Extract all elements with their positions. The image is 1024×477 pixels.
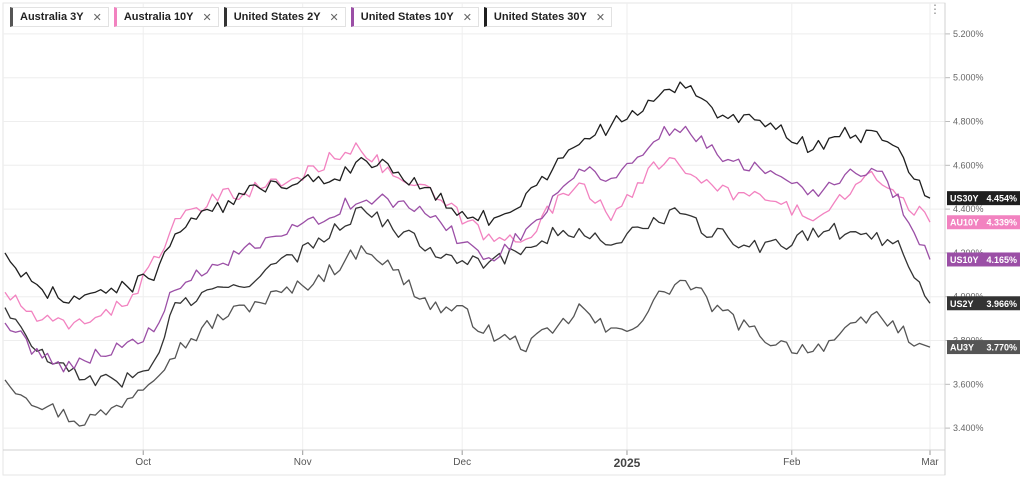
value-tag-name: US10Y	[950, 255, 979, 265]
x-tick-label: Feb	[783, 457, 801, 468]
series-line-us2y	[4, 206, 931, 388]
legend-label: United States 2Y	[233, 11, 321, 23]
close-icon[interactable]: ✕	[462, 11, 472, 24]
legend-chip-australia-10y[interactable]: Australia 10Y ✕	[113, 7, 219, 27]
value-tag-au3y: AU3Y 3.770%	[947, 340, 1020, 355]
legend-label: Australia 10Y	[123, 11, 194, 23]
y-tick-label: 3.600%	[953, 379, 984, 389]
series-line-us10y	[4, 125, 931, 373]
value-tag-us10y: US10Y 4.165%	[947, 252, 1020, 267]
y-tick-label: 5.000%	[953, 73, 984, 83]
legend-chip-united-states-10y[interactable]: United States 10Y ✕	[350, 7, 479, 27]
x-tick-label: Oct	[135, 457, 151, 468]
value-tag-value: 4.165%	[986, 255, 1017, 265]
value-tag-value: 4.454%	[986, 194, 1017, 204]
y-tick-label: 4.800%	[953, 117, 984, 127]
more-options-icon[interactable]: ⋮	[929, 2, 942, 16]
value-tag-name: US2Y	[950, 299, 974, 309]
value-tag-value: 4.339%	[986, 218, 1017, 228]
legend-label: United States 10Y	[360, 11, 454, 23]
legend-chip-united-states-30y[interactable]: United States 30Y ✕	[483, 7, 613, 27]
x-tick-label: Nov	[294, 457, 312, 468]
value-tag-au10y: AU10Y 4.339%	[947, 215, 1020, 230]
value-tag-background	[947, 252, 1020, 267]
value-tag-name: AU3Y	[950, 343, 974, 353]
value-tag-us30y: US30Y 4.454%	[947, 191, 1020, 206]
plot-area	[2, 2, 946, 476]
close-icon[interactable]: ✕	[329, 11, 339, 24]
series-line-us30y	[4, 81, 931, 304]
value-tag-value: 3.966%	[986, 299, 1017, 309]
value-tag-us2y: US2Y 3.966%	[947, 296, 1020, 311]
value-tag-name: AU10Y	[950, 218, 979, 228]
value-tag-value: 3.770%	[986, 343, 1017, 353]
y-tick-label: 3.400%	[953, 423, 984, 433]
legend-chip-united-states-2y[interactable]: United States 2Y ✕	[223, 7, 346, 27]
series-line-au10y	[4, 142, 931, 330]
x-tick-label: Mar	[921, 457, 939, 468]
legend-chip-australia-3y[interactable]: Australia 3Y ✕	[10, 7, 109, 27]
y-tick-label: 4.400%	[953, 204, 984, 214]
close-icon[interactable]: ✕	[92, 11, 102, 24]
x-tick-label: 2025	[614, 456, 641, 470]
legend: Australia 3Y ✕ Australia 10Y ✕ United St…	[10, 7, 613, 27]
close-icon[interactable]: ✕	[595, 11, 606, 24]
y-tick-label: 4.600%	[953, 160, 984, 170]
value-tag-background	[947, 215, 1020, 230]
value-tag-background	[947, 296, 1020, 311]
value-tag-background	[947, 340, 1020, 355]
y-tick-label: 5.200%	[953, 29, 984, 39]
series-line-au3y	[4, 245, 931, 427]
x-tick-label: Dec	[453, 457, 471, 468]
value-tag-background	[947, 191, 1020, 206]
legend-label: United States 30Y	[493, 11, 587, 23]
legend-label: Australia 3Y	[20, 11, 84, 23]
close-icon[interactable]: ✕	[202, 11, 212, 24]
value-tag-name: US30Y	[950, 194, 979, 204]
